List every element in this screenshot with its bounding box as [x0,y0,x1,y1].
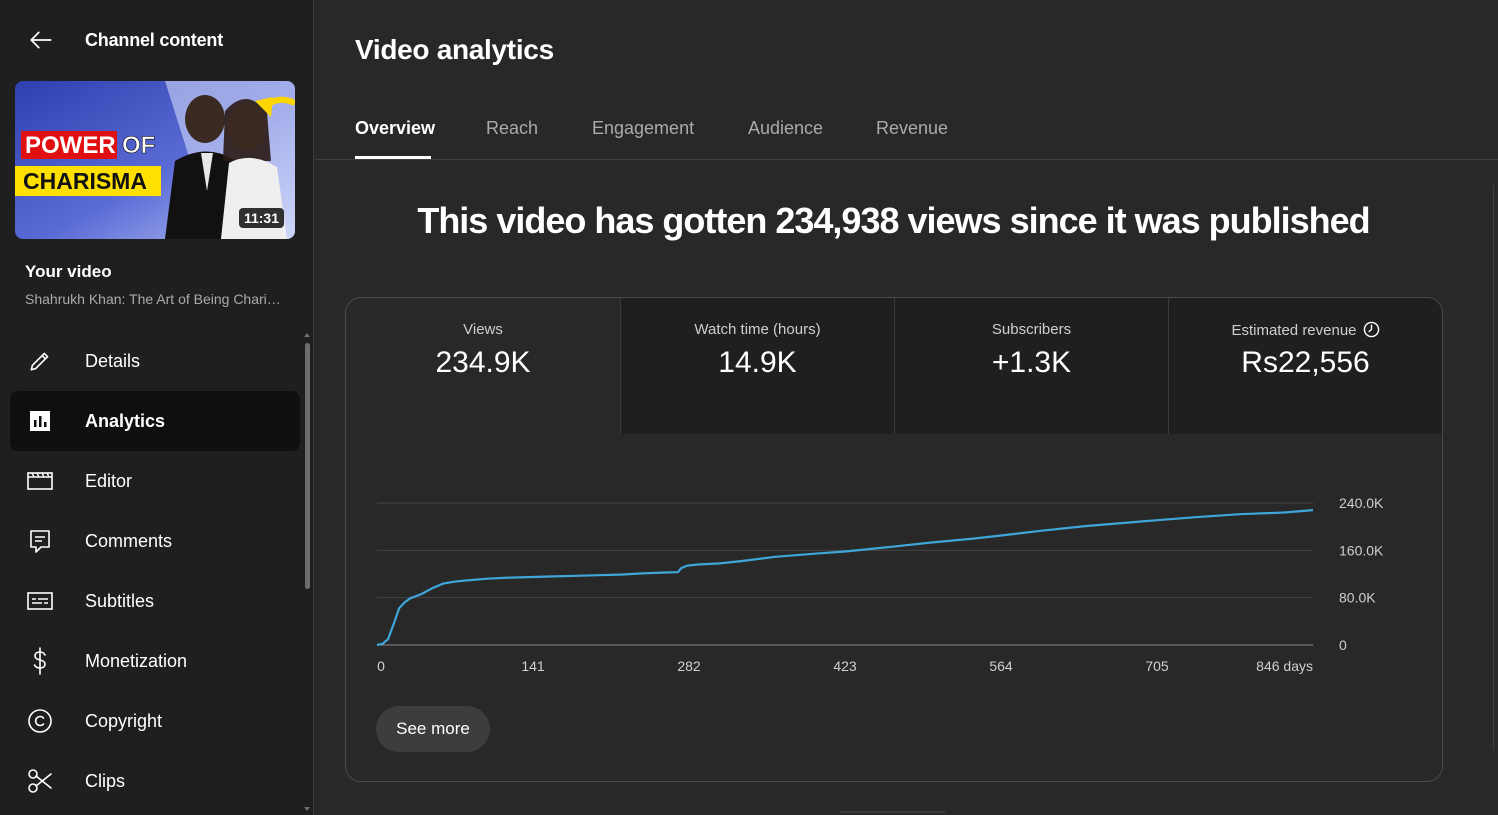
clock-icon[interactable] [1363,321,1380,338]
metric-subscribers[interactable]: Subscribers +1.3K [894,298,1168,434]
comments-icon [25,526,55,556]
x-tick-label: 141 [521,658,545,674]
tab-overview[interactable]: Overview [355,118,436,138]
x-tick-label: 705 [1145,658,1169,674]
views-line-chart: 0 80.0K 160.0K 240.0K 0 141 282 423 564 705 846 da… [376,495,1384,674]
metric-label: Views [463,321,503,338]
x-tick-label: 423 [833,658,857,674]
y-tick-label: 160.0K [1339,542,1384,558]
metric-value: 14.9K [718,346,797,379]
sidebar-item-editor[interactable]: Editor [10,451,300,511]
metric-watch-time[interactable]: Watch time (hours) 14.9K [620,298,894,434]
views-headline: This video has gotten 234,938 views sinc… [417,200,1370,241]
overview-card: Views 234.9K Watch time (hours) 14.9K Su… [345,297,1443,782]
thumb-text-power: POWER [25,132,116,159]
arrow-left-icon [30,31,52,49]
metric-value: 234.9K [435,346,531,379]
metric-label-row: Estimated revenue [1169,321,1442,339]
series-line [376,509,1314,647]
active-tab-indicator [355,156,431,159]
scroll-up-icon[interactable] [304,333,310,337]
thumb-text-of: OF [122,132,155,159]
pencil-icon [25,346,55,376]
metric-tabs: Views 234.9K Watch time (hours) 14.9K Su… [346,298,1442,434]
right-panel-edge [1493,185,1498,750]
sidebar-item-label: Subtitles [85,590,155,611]
sidebar: Channel content [0,0,314,815]
sidebar-item-details[interactable]: Details [10,331,300,391]
metric-views[interactable]: Views 234.9K [346,298,620,434]
sidebar-item-analytics[interactable]: Analytics [10,391,300,451]
analytics-icon [25,406,55,436]
sidebar-item-label: Analytics [85,410,166,431]
video-thumbnail[interactable]: POWER OF CHARISMA 11:31 [15,81,295,239]
channel-content-title: Channel content [85,29,224,50]
page-title: Video analytics [355,34,554,65]
sidebar-item-subtitles[interactable]: Subtitles [10,571,300,631]
tab-bar: Overview Reach Engagement Audience Reven… [315,100,1498,160]
sidebar-item-copyright[interactable]: Copyright [10,691,300,751]
sidebar-item-label: Monetization [85,650,188,671]
sidebar-item-label: Editor [85,470,133,491]
tab-reach[interactable]: Reach [486,118,539,138]
thumb-text-charisma: CHARISMA [23,168,147,194]
sidebar-item-comments[interactable]: Comments [10,511,300,571]
sidebar-item-label: Copyright [85,710,163,731]
tab-revenue[interactable]: Revenue [876,118,949,138]
sidebar-item-label: Details [85,350,141,371]
back-button[interactable] [19,18,63,62]
scroll-thumb[interactable] [305,343,310,589]
x-tick-label: 282 [677,658,701,674]
sidebar-item-label: Comments [85,530,173,551]
tab-engagement[interactable]: Engagement [592,118,695,138]
metric-label: Subscribers [991,321,1072,338]
scroll-down-icon[interactable] [304,807,310,811]
your-video-label: Your video [25,262,112,281]
metric-value: Rs22,556 [1241,346,1370,379]
scissors-icon [25,766,55,796]
metric-estimated-revenue[interactable]: Estimated revenue Rs22,556 [1168,298,1442,434]
sidebar-scrollbar[interactable] [303,333,311,815]
sidebar-nav: Details Analytics Editor Comments [10,331,300,811]
y-tick-label: 240.0K [1339,495,1384,511]
x-tick-label: 846 days [1256,658,1313,674]
video-title: Shahrukh Khan: The Art of Being Charisma… [25,291,287,307]
x-tick-label: 0 [377,658,385,674]
main-content: Video analytics Overview Reach Engagemen… [315,0,1498,815]
sidebar-header: Channel content [0,18,313,62]
y-tick-label: 80.0K [1339,590,1376,606]
sidebar-item-monetization[interactable]: Monetization [10,631,300,691]
video-duration: 11:31 [238,208,284,228]
see-more-button[interactable]: See more [376,706,490,752]
editor-icon [25,466,55,496]
sidebar-item-clips[interactable]: Clips [10,751,300,811]
x-tick-label: 564 [989,658,1013,674]
metric-label: Estimated revenue [1231,322,1357,339]
bottom-scroll-hint [840,811,945,813]
y-tick-label: 0 [1339,637,1347,653]
dollar-icon [25,646,55,676]
copyright-icon [25,706,55,736]
metric-value: +1.3K [991,346,1072,379]
sidebar-item-label: Clips [85,770,126,791]
metric-label: Watch time (hours) [694,321,821,338]
subtitles-icon [25,586,55,616]
tab-audience[interactable]: Audience [748,118,824,138]
